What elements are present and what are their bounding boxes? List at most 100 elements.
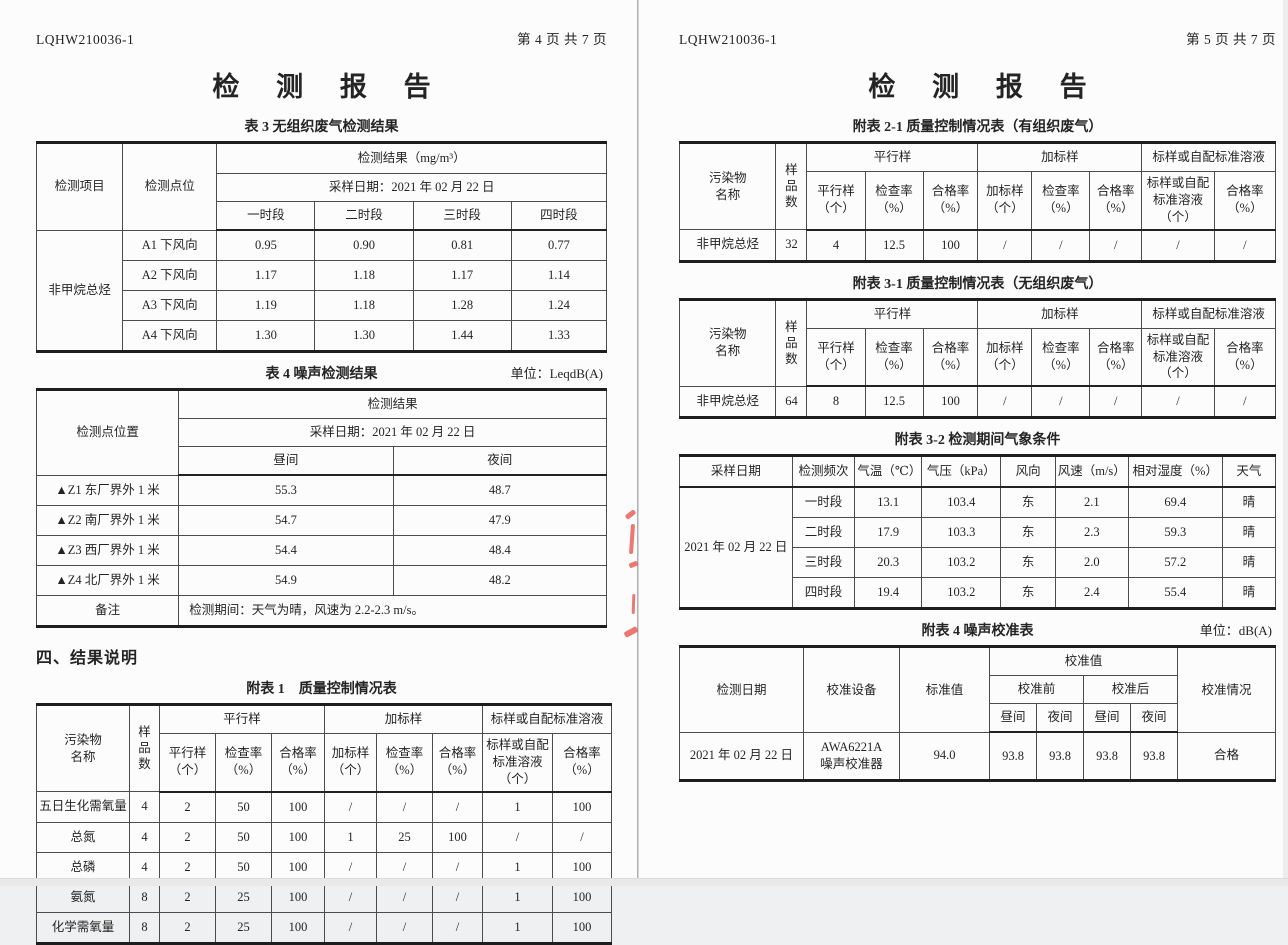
header-cell: 风向 <box>1000 455 1056 489</box>
cell: 55.3 <box>178 474 394 506</box>
header-cell-sub: 合格率（%） <box>432 732 483 793</box>
page-indicator: 第 5 页 共 7 页 <box>1186 32 1277 47</box>
cell: 东 <box>1000 577 1056 610</box>
cell: 0.90 <box>314 229 414 261</box>
table3-caption: 表 3 无组织废气检测结果 <box>244 120 399 135</box>
table-row: 总氮 4 2 50 100 1 25 100 / / <box>36 821 613 853</box>
cell: 100 <box>271 911 325 944</box>
header-cell-after: 校准后 <box>1082 675 1179 705</box>
header-cell-result: 检测结果 <box>178 389 607 419</box>
cell: 103.3 <box>921 517 1002 549</box>
appendix2-1-caption-row: 附表 2-1 质量控制情况表（有组织废气） <box>679 116 1276 136</box>
cell: 100 <box>551 791 613 823</box>
cell: / <box>432 881 483 913</box>
cell: / <box>376 911 433 944</box>
table-row: 氨氮 8 2 25 100 / / / 1 100 <box>36 881 613 913</box>
table4-unit-label: 单位：LeqdB(A) <box>510 366 603 381</box>
cell: 8 <box>806 385 866 419</box>
cell: ▲Z4 北厂界外 1 米 <box>35 565 180 596</box>
cell: / <box>376 881 433 913</box>
header-cell-sub: 合格率（%） <box>551 732 613 793</box>
header-cell-period: 四时段 <box>510 201 608 231</box>
cell: 17.9 <box>854 517 923 549</box>
header-cell-pollutant: 污染物 名称 <box>36 703 130 793</box>
header-cell: 气温（℃） <box>854 455 923 489</box>
weather-table-appendix3-2: 采样日期 检测频次 气温（℃） 气压（kPa） 风向 风速（m/s） 相对湿度（… <box>679 454 1277 611</box>
cell: 19.4 <box>854 577 923 610</box>
cell: / <box>324 911 377 944</box>
cell: 25 <box>215 881 272 913</box>
cell: / <box>1031 385 1091 419</box>
cell: 103.4 <box>921 486 1002 519</box>
cell: 合格 <box>1177 731 1277 781</box>
header-cell: 气压（kPa） <box>921 455 1002 489</box>
header-cell-sub: 合格率（%） <box>1089 327 1143 388</box>
header-cell-sub: 标样或自配标准溶液（个） <box>482 732 553 793</box>
report-page-5: LQHW210036-1 第 5 页 共 7 页 检 测 报 告 附表 2-1 … <box>639 0 1288 886</box>
appendix4-caption-row: 附表 4 噪声校准表 单位：dB(A) <box>679 620 1276 640</box>
appendix4-caption: 附表 4 噪声校准表 <box>921 624 1034 640</box>
table3-caption-row: 表 3 无组织废气检测结果 <box>36 116 607 136</box>
cell: 94.0 <box>899 731 990 781</box>
cell: 总氮 <box>36 821 130 853</box>
table3-fugitive-gas-results: 检测项目 检测点位 检测结果（mg/m³） 采样日期：2021 年 02 月 2… <box>35 141 608 353</box>
header-cell-standard-group: 标样或自配标准溶液 <box>1141 298 1277 329</box>
table-row: 昼间 夜间 <box>37 446 608 476</box>
header-cell-sub: 合格率（%） <box>1213 327 1277 388</box>
cell: 2 <box>159 821 216 853</box>
cell: 100 <box>271 791 325 823</box>
table-row: 平行样（个） 检查率（%） 合格率（%） 加标样（个） 检查率（%） 合格率（%… <box>680 170 1277 231</box>
cell: 二时段 <box>791 517 856 549</box>
header-cell-sub: 加标样（个） <box>977 327 1033 388</box>
cell: 100 <box>432 821 483 853</box>
cell: 57.2 <box>1127 547 1223 579</box>
cell: 4 <box>129 851 160 883</box>
cell: ▲Z3 西厂界外 1 米 <box>35 535 180 566</box>
table-row: 化学需氧量 8 2 25 100 / / / 1 100 <box>36 911 613 944</box>
header-cell-sub: 标样或自配标准溶液（个） <box>1141 170 1215 231</box>
cell: / <box>551 821 613 853</box>
cell: ▲Z2 南厂界外 1 米 <box>35 505 180 536</box>
table-row: 二时段 17.9 103.3 东 2.3 59.3 晴 <box>680 517 1277 549</box>
header-cell-day: 昼间 <box>1083 703 1131 734</box>
cell: 1.33 <box>510 320 608 352</box>
cell: 五日生化需氧量 <box>36 791 130 823</box>
cell: 1 <box>324 821 377 853</box>
cell: 4 <box>129 791 160 823</box>
cell: 2.0 <box>1054 547 1129 579</box>
table-row: 非甲烷总烃 32 4 12.5 100 / / / / / <box>678 229 1277 262</box>
header-cell: 相对湿度（%） <box>1127 455 1223 489</box>
header-cell-sub: 合格率（%） <box>271 732 325 793</box>
header-cell-standard: 标准值 <box>899 646 990 733</box>
cell: 64 <box>775 385 808 419</box>
report-page-4: LQHW210036-1 第 4 页 共 7 页 检 测 报 告 表 3 无组织… <box>0 0 637 945</box>
cell: 47.9 <box>392 505 608 536</box>
cell: / <box>1213 385 1277 419</box>
cell: 1 <box>482 911 553 944</box>
cell: 54.7 <box>178 505 394 536</box>
cell: 非甲烷总烃 <box>678 229 777 262</box>
cell: 东 <box>1000 517 1056 549</box>
cell: / <box>1213 229 1277 262</box>
cell: / <box>1089 385 1143 419</box>
page-gutter <box>637 0 639 886</box>
cell: / <box>977 229 1033 262</box>
table-row: 三时段 20.3 103.2 东 2.0 57.2 晴 <box>680 547 1277 579</box>
cell: 1.30 <box>314 320 414 352</box>
cell: 1 <box>482 791 553 823</box>
report-title: 检 测 报 告 <box>868 72 1102 102</box>
scan-bottom-edge <box>0 878 1288 886</box>
table-row: 非甲烷总烃 64 8 12.5 100 / / / / / <box>678 385 1277 419</box>
header-cell-result: 检测结果（mg/m³） <box>216 142 607 174</box>
cell: 2.1 <box>1054 486 1129 519</box>
table-row: 一时段 二时段 三时段 四时段 <box>37 201 608 231</box>
cell: 非甲烷总烃 <box>678 385 777 419</box>
cell: 54.4 <box>178 535 394 566</box>
table-row: 五日生化需氧量 4 2 50 100 / / / 1 100 <box>36 791 613 823</box>
table-row: 平行样（个） 检查率（%） 合格率（%） 加标样（个） 检查率（%） 合格率（%… <box>680 327 1277 388</box>
cell: 100 <box>922 385 979 419</box>
table-row: A3 下风向 1.19 1.18 1.28 1.24 <box>37 290 608 321</box>
cell: ▲Z1 东厂界外 1 米 <box>35 474 180 506</box>
cell: 晴 <box>1221 517 1277 549</box>
